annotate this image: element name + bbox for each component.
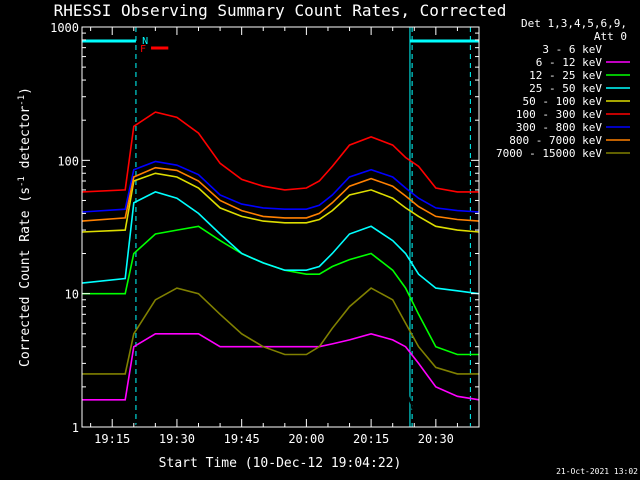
- legend-entry-label: 7000 - 15000 keV: [496, 147, 602, 160]
- y-tick-label: 1000: [50, 21, 79, 35]
- series-lines: [81, 111, 480, 428]
- legend-entry-label: 100 - 300 keV: [516, 108, 602, 121]
- series-line-7: [81, 160, 480, 213]
- legend-entry-label: 25 - 50 keV: [529, 82, 602, 95]
- series-line-9: [82, 287, 479, 375]
- y-tick-label: 100: [57, 154, 79, 168]
- legend-entry-label: 12 - 25 keV: [529, 69, 602, 82]
- legend-header-line-1: Det 1,3,4,5,6,9,: [521, 17, 627, 30]
- x-tick-label: 20:15: [353, 432, 389, 446]
- plot-frame: [81, 26, 480, 428]
- legend-entry-label: 6 - 12 keV: [536, 56, 603, 69]
- series-line-5: [81, 172, 480, 233]
- legend-header-line-2: Att 0: [594, 30, 627, 43]
- series-line-4: [81, 191, 480, 295]
- x-tick-label: 20:00: [288, 432, 324, 446]
- legend-entry-label: 300 - 800 keV: [516, 121, 602, 134]
- y-tick-label: 1: [72, 421, 79, 435]
- legend-entry-label: 800 - 7000 keV: [509, 134, 602, 147]
- x-tick-label: 19:45: [224, 432, 260, 446]
- legend-entry-label: 3 - 6 keV: [542, 43, 602, 56]
- series-line-1: [82, 362, 479, 428]
- x-tick-label: 19:15: [94, 432, 130, 446]
- y-tick-label: 10: [65, 288, 79, 302]
- series-line-3: [82, 225, 479, 356]
- timestamp: 21-Oct-2021 13:02: [556, 467, 638, 476]
- series-line-6: [81, 111, 479, 193]
- x-tick-label: 19:30: [159, 432, 195, 446]
- axis-ticks: 1 10 100 1000 19:15 19:30 19:45 20:00 20:15 20:30: [50, 21, 479, 446]
- x-tick-label: 20:30: [418, 432, 454, 446]
- night-label: N: [142, 36, 148, 47]
- flare-label: F: [140, 44, 146, 55]
- x-axis-label: Start Time (10-Dec-12 19:04:22): [159, 456, 402, 471]
- chart-title: RHESSI Observing Summary Count Rates, Co…: [54, 1, 507, 20]
- y-axis-label: Corrected Count Rate (s-1 detector-1): [17, 87, 33, 367]
- series-line-2: [82, 332, 480, 401]
- legend-entry-label: 50 - 100 keV: [523, 95, 603, 108]
- series-line-8: [81, 166, 480, 222]
